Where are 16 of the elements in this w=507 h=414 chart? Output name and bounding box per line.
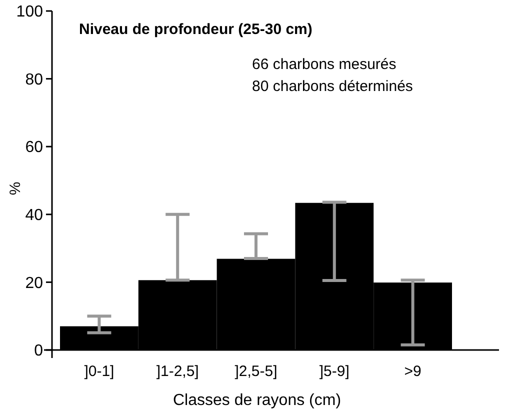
x-tick-label: ]5-9] (319, 363, 350, 380)
text: Niveau de profondeur (25-30 cm) (79, 21, 312, 38)
x-tick-label: >9 (404, 363, 422, 380)
y-axis-title: % (7, 182, 24, 196)
annotation: 66 charbons mesurés (252, 56, 396, 73)
y-tick-label: 0 (34, 342, 44, 360)
x-tick-label: ]2,5-5] (234, 363, 278, 380)
y-tick-label: 20 (25, 274, 44, 292)
y-tick-label: 40 (25, 207, 44, 224)
y-tick-label: 100 (16, 4, 44, 21)
y-tick-label: 80 (25, 71, 44, 88)
x-tick-label: ]0-1] (84, 363, 114, 380)
annotation: 80 charbons déterminés (252, 78, 413, 95)
x-axis-title: Classes de rayons (cm) (172, 392, 342, 409)
y-tick-label: 60 (25, 139, 44, 156)
x-tick-label: ]1-2,5] (156, 363, 199, 380)
